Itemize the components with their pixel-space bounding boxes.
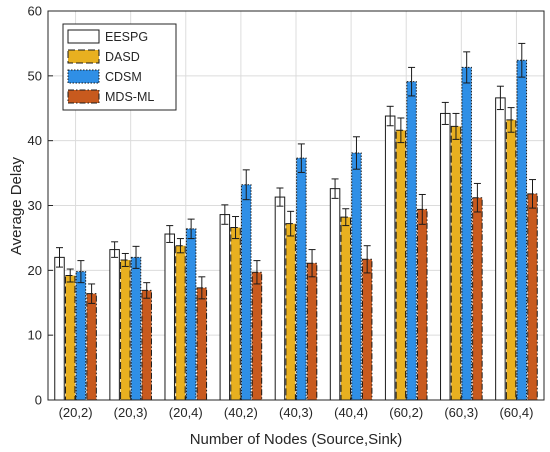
bar-dasd xyxy=(64,275,76,401)
bar-mds-ml xyxy=(417,208,428,401)
x-tick-label: (40,2) xyxy=(224,405,258,420)
bar-cdsm xyxy=(130,256,142,401)
bar-mds-ml xyxy=(472,197,483,401)
bar-dasd xyxy=(230,227,241,401)
bar-dasd xyxy=(285,223,296,401)
bar-cdsm xyxy=(516,59,528,401)
bar-mds-ml xyxy=(251,271,263,401)
x-tick-label: (20,2) xyxy=(59,405,93,420)
bar-mds-ml xyxy=(306,262,318,401)
bar-mds-ml xyxy=(196,287,208,401)
x-tick-label: (60,4) xyxy=(499,405,533,420)
y-tick-label: 30 xyxy=(28,198,42,213)
legend-swatch-mds-ml xyxy=(67,89,100,104)
x-axis-ticks: (20,2) (20,3) (20,4) (40,2) (40,3) (40,4) (60,… xyxy=(59,395,533,420)
legend-swatch-dasd xyxy=(67,49,100,64)
legend-label: CDSM xyxy=(105,70,142,84)
y-tick-label: 20 xyxy=(28,263,42,278)
x-tick-label: (20,4) xyxy=(169,405,203,420)
bar-cdsm xyxy=(406,81,417,401)
x-tick-label: (60,2) xyxy=(389,405,423,420)
x-tick-label: (40,4) xyxy=(334,405,368,420)
x-tick-label: (20,3) xyxy=(114,405,148,420)
bar-eespg xyxy=(440,112,451,401)
bar-eespg xyxy=(384,115,396,401)
bar-cdsm xyxy=(240,184,252,401)
bar-eespg xyxy=(164,233,175,401)
bar-mds-ml xyxy=(86,293,97,401)
y-axis-ticks: 0 10 20 30 40 50 60 xyxy=(28,4,53,408)
y-tick-label: 60 xyxy=(28,4,42,19)
bar-mds-ml xyxy=(141,289,152,401)
bar-dasd xyxy=(505,119,517,401)
y-tick-label: 50 xyxy=(28,68,42,83)
bar-cdsm xyxy=(296,157,307,401)
x-axis-label: Number of Nodes (Source,Sink) xyxy=(190,431,403,448)
legend-swatch-eespg xyxy=(67,29,100,44)
bars-group xyxy=(54,59,538,401)
bar-dasd xyxy=(450,125,462,401)
y-tick-label: 10 xyxy=(28,328,42,343)
legend: EESPG DASD CDSM MDS-ML xyxy=(62,23,177,111)
bar-dasd xyxy=(340,216,352,401)
x-tick-label: (60,3) xyxy=(444,405,478,420)
error-bars-group xyxy=(56,42,536,304)
bar-cdsm xyxy=(461,66,472,401)
bar-mds-ml xyxy=(527,193,538,401)
bar-eespg xyxy=(329,188,341,401)
y-axis-label: Average Delay xyxy=(8,156,25,255)
y-tick-label: 0 xyxy=(35,393,42,408)
bar-eespg xyxy=(219,214,231,401)
bar-mds-ml xyxy=(361,258,373,401)
legend-swatch-cdsm xyxy=(67,69,100,84)
legend-label: EESPG xyxy=(105,30,148,44)
y-tick-label: 40 xyxy=(28,133,42,148)
bar-eespg xyxy=(495,97,506,401)
bar-cdsm xyxy=(351,152,362,401)
x-tick-label: (40,3) xyxy=(279,405,313,420)
bar-dasd xyxy=(395,129,407,401)
bar-eespg xyxy=(109,249,120,401)
legend-label: DASD xyxy=(105,50,140,64)
bar-eespg xyxy=(54,256,65,401)
bar-cdsm xyxy=(75,271,87,401)
bar-eespg xyxy=(274,196,286,401)
bar-cdsm xyxy=(185,228,197,401)
bar-dasd xyxy=(175,245,186,401)
bar-dasd xyxy=(120,259,131,401)
legend-label: MDS-ML xyxy=(105,90,154,104)
